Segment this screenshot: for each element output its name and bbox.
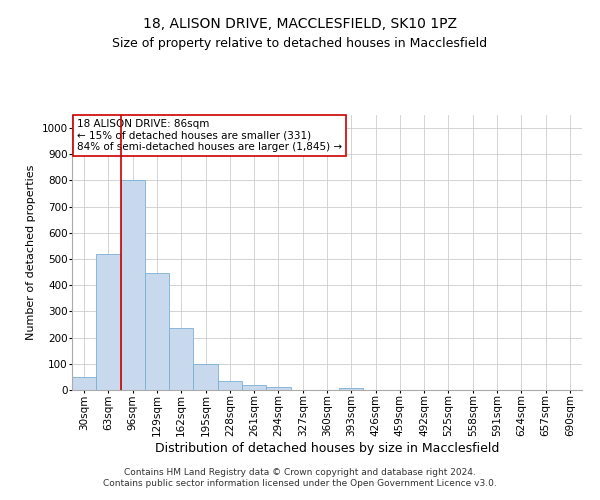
Bar [266,388,290,390]
Bar [193,364,218,390]
Y-axis label: Number of detached properties: Number of detached properties [26,165,36,340]
Bar [72,377,96,390]
Text: 18 ALISON DRIVE: 86sqm
← 15% of detached houses are smaller (331)
84% of semi-de: 18 ALISON DRIVE: 86sqm ← 15% of detached… [77,119,342,152]
Bar [145,274,169,390]
X-axis label: Distribution of detached houses by size in Macclesfield: Distribution of detached houses by size … [155,442,499,455]
Text: 18, ALISON DRIVE, MACCLESFIELD, SK10 1PZ: 18, ALISON DRIVE, MACCLESFIELD, SK10 1PZ [143,18,457,32]
Bar [218,381,242,390]
Bar [169,328,193,390]
Bar [96,254,121,390]
Text: Size of property relative to detached houses in Macclesfield: Size of property relative to detached ho… [112,38,488,51]
Bar [339,388,364,390]
Text: Contains HM Land Registry data © Crown copyright and database right 2024.
Contai: Contains HM Land Registry data © Crown c… [103,468,497,487]
Bar [121,180,145,390]
Bar [242,385,266,390]
